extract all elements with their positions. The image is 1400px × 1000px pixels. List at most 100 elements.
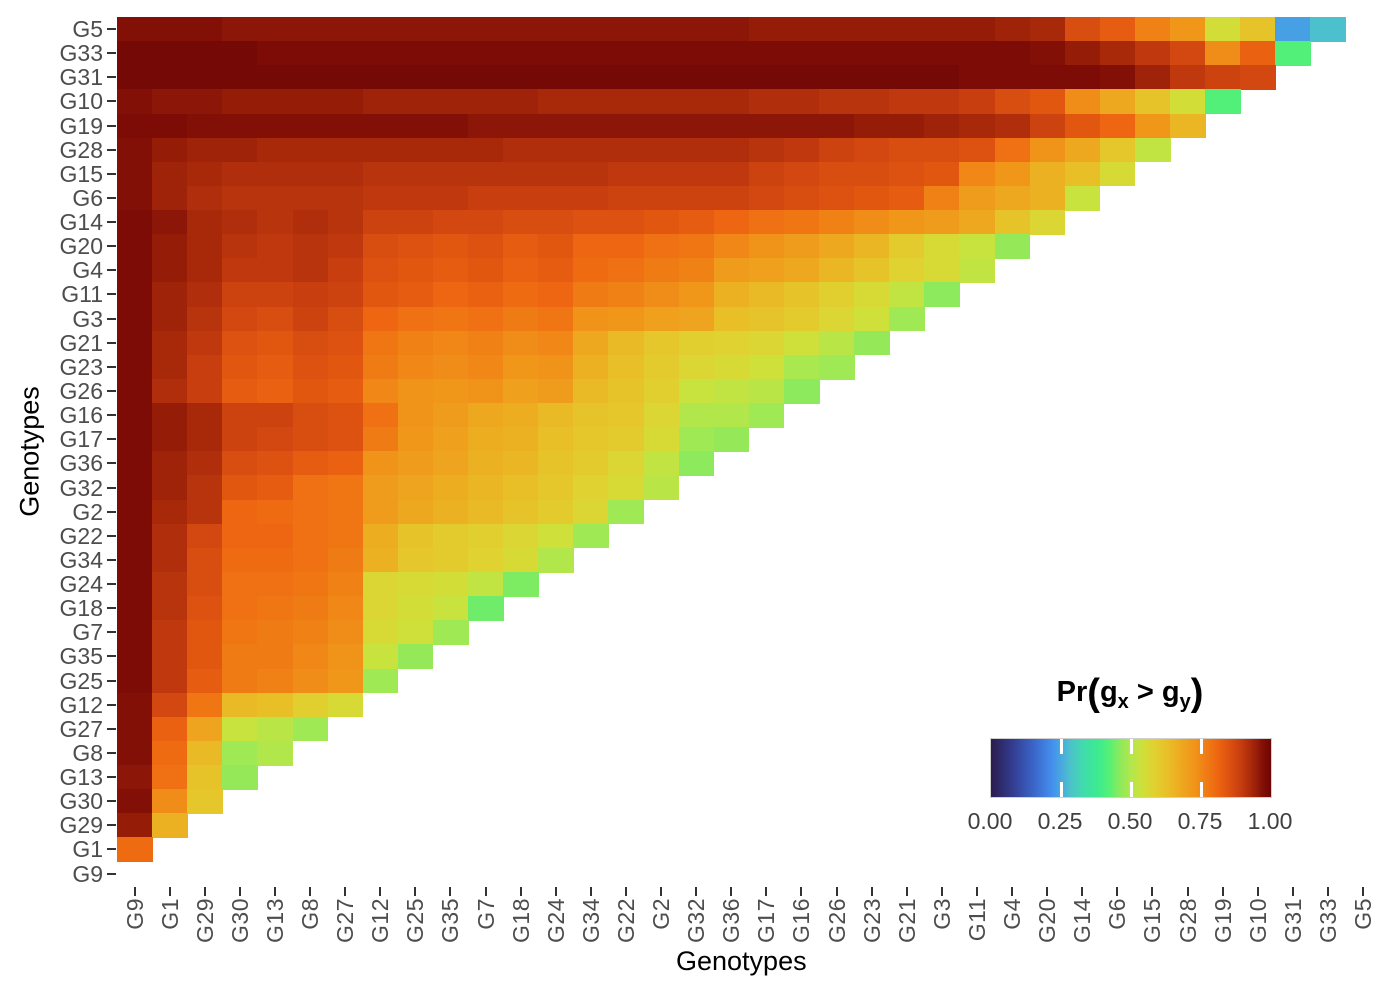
heatmap-cell xyxy=(362,137,399,163)
x-axis-tick xyxy=(1362,886,1365,896)
heatmap-cell xyxy=(187,234,223,259)
y-axis-tick xyxy=(107,486,116,489)
legend-title-open-paren: ( xyxy=(1087,672,1100,714)
heatmap-cell xyxy=(362,620,399,645)
heatmap-cell xyxy=(117,571,153,597)
heatmap-cell xyxy=(538,113,574,139)
y-axis-tick xyxy=(107,800,116,803)
legend-title-sub-x: x xyxy=(1117,690,1129,713)
x-axis-title: Genotypes xyxy=(676,946,807,976)
heatmap-cell xyxy=(222,234,258,259)
heatmap-cell xyxy=(152,789,188,814)
heatmap-cell xyxy=(608,161,645,187)
heatmap-cell xyxy=(503,234,539,259)
x-axis-label: G10 xyxy=(1244,897,1271,943)
heatmap-cell xyxy=(854,210,890,235)
heatmap-cell xyxy=(117,837,153,863)
y-axis-tick xyxy=(107,655,116,658)
heatmap-cell xyxy=(468,41,504,66)
heatmap-cell xyxy=(713,41,750,66)
x-axis-tick xyxy=(870,886,873,896)
heatmap-cell xyxy=(643,378,680,404)
heatmap-cell xyxy=(1170,113,1206,139)
heatmap-cell xyxy=(573,210,609,235)
heatmap-cell xyxy=(152,427,188,452)
heatmap-cell xyxy=(327,596,364,621)
heatmap-cell xyxy=(748,378,785,404)
heatmap-cell xyxy=(503,330,539,356)
heatmap-cell xyxy=(152,499,188,525)
heatmap-cell xyxy=(608,378,645,404)
heatmap-cell xyxy=(959,161,996,187)
heatmap-cell xyxy=(397,620,434,645)
heatmap-cell xyxy=(222,475,258,501)
heatmap-cell xyxy=(362,210,399,235)
x-axis-label: G13 xyxy=(261,897,288,943)
y-axis-tick xyxy=(107,848,116,851)
heatmap-cell xyxy=(222,306,258,332)
heatmap-cell xyxy=(432,378,469,404)
heatmap-cell xyxy=(854,306,890,332)
y-axis-tick xyxy=(107,124,116,127)
heatmap-cell xyxy=(397,427,434,452)
heatmap-cell xyxy=(1029,113,1066,139)
x-axis-label: G6 xyxy=(1104,897,1131,930)
heatmap-cell xyxy=(713,354,750,380)
y-axis-label: G1 xyxy=(72,836,103,863)
heatmap-cell xyxy=(1029,137,1066,163)
heatmap-cell xyxy=(573,137,609,163)
heatmap-cell xyxy=(327,499,364,525)
heatmap-cell xyxy=(327,65,364,90)
heatmap-cell xyxy=(678,403,715,428)
heatmap-cell xyxy=(222,210,258,235)
y-axis-tick xyxy=(107,631,116,634)
heatmap-cell xyxy=(924,234,960,259)
heatmap-cell xyxy=(573,403,609,428)
heatmap-cell xyxy=(994,210,1031,235)
heatmap-cell xyxy=(678,258,715,284)
y-axis-tick xyxy=(107,776,116,779)
heatmap-cell xyxy=(678,451,715,477)
heatmap-cell xyxy=(924,185,960,211)
heatmap-cell xyxy=(187,113,223,139)
heatmap-cell xyxy=(468,403,504,428)
heatmap-cell xyxy=(994,113,1031,139)
heatmap-cell xyxy=(573,475,609,501)
y-axis-label: G3 xyxy=(72,305,103,332)
heatmap-cell xyxy=(222,137,258,163)
heatmap-cell xyxy=(643,41,680,66)
heatmap-cell xyxy=(468,89,504,115)
heatmap-cell xyxy=(432,41,469,66)
heatmap-cell xyxy=(292,89,329,115)
x-axis-tick xyxy=(940,886,943,896)
heatmap-cell xyxy=(222,740,258,766)
heatmap-cell xyxy=(503,427,539,452)
heatmap-cell xyxy=(152,17,188,42)
x-axis-tick xyxy=(905,886,908,896)
heatmap-cell xyxy=(538,354,574,380)
heatmap-cell xyxy=(678,282,715,308)
heatmap-cell xyxy=(573,234,609,259)
heatmap-cell xyxy=(327,137,364,163)
heatmap-cell xyxy=(468,137,504,163)
heatmap-cell xyxy=(362,451,399,477)
heatmap-cell xyxy=(222,330,258,356)
heatmap-cell xyxy=(573,113,609,139)
heatmap-cell xyxy=(222,113,258,139)
x-axis-tick xyxy=(624,886,627,896)
heatmap-cell xyxy=(503,113,539,139)
heatmap-cell xyxy=(1064,65,1101,90)
heatmap-cell xyxy=(748,234,785,259)
heatmap-cell xyxy=(187,89,223,115)
heatmap-cell xyxy=(362,547,399,573)
x-axis-label: G11 xyxy=(963,897,990,941)
heatmap-cell xyxy=(292,185,329,211)
heatmap-cell xyxy=(854,234,890,259)
heatmap-cell xyxy=(117,113,153,139)
heatmap-cell xyxy=(1099,161,1136,187)
heatmap-cell xyxy=(503,378,539,404)
heatmap-cell xyxy=(222,571,258,597)
heatmap-cell xyxy=(362,523,399,549)
x-axis-label: G14 xyxy=(1069,897,1096,943)
heatmap-cell xyxy=(748,17,785,42)
